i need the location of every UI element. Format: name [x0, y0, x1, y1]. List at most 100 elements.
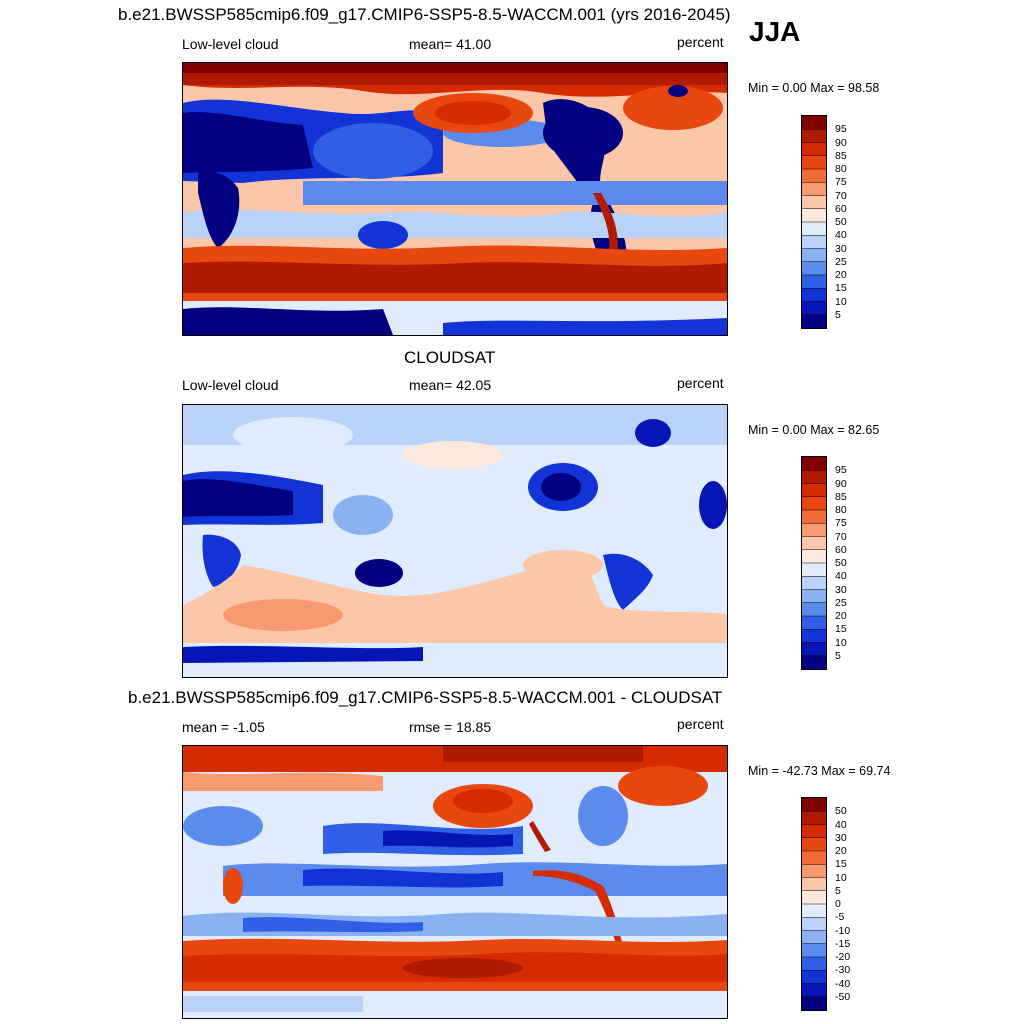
- panel1-minmax: Min = 0.00 Max = 98.58: [748, 81, 880, 95]
- colorbar-tick-label: 30: [835, 583, 847, 596]
- colorbar-tick-label: 15: [835, 858, 847, 871]
- colorbar-swatch: [802, 129, 826, 143]
- colorbar-swatch: [802, 904, 826, 918]
- colorbar-tick-label: 0: [835, 898, 841, 910]
- colorbar-swatch: [802, 930, 826, 945]
- colorbar-swatch: [802, 970, 826, 984]
- panel3-map: [182, 745, 728, 1019]
- panel2-units-label: percent: [677, 375, 724, 391]
- colorbar-tick-label: 5: [835, 308, 841, 321]
- colorbar-tick-label: 80: [835, 504, 847, 516]
- colorbar-tick-label: 95: [835, 464, 847, 477]
- panel3-units-label: percent: [677, 716, 724, 732]
- panel2-mean-label: mean= 42.05: [409, 377, 492, 393]
- colorbar-tick-label: 90: [835, 477, 847, 490]
- colorbar-tick-label: 60: [835, 202, 847, 215]
- colorbar-swatch: [802, 864, 826, 878]
- colorbar-tick-label: 60: [835, 543, 847, 556]
- panel1-title: b.e21.BWSSP585cmip6.f09_g17.CMIP6-SSP5-8…: [118, 5, 731, 24]
- colorbar-tick-label: 75: [835, 176, 847, 189]
- colorbar-swatch: [802, 314, 826, 328]
- panel1-variable-label: Low-level cloud: [182, 36, 279, 52]
- colorbar-swatch: [802, 917, 826, 931]
- panel1-mean-label: mean= 41.00: [409, 36, 492, 52]
- colorbar-swatch: [802, 301, 826, 316]
- colorbar-tick-label: 50: [835, 557, 847, 569]
- colorbar-tick-label: -5: [835, 911, 845, 924]
- colorbar-swatch: [802, 288, 826, 302]
- season-label: JJA: [749, 16, 801, 47]
- colorbar-swatch: [802, 837, 826, 852]
- colorbar-tick-label: 90: [835, 136, 847, 149]
- colorbar-swatch: [802, 523, 826, 537]
- colorbar-swatch: [802, 510, 826, 524]
- colorbar-tick-label: 40: [835, 229, 847, 242]
- colorbar-swatch: [802, 275, 826, 289]
- colorbar-swatch: [802, 563, 826, 577]
- panel2-colorbar-swatches: [801, 456, 827, 670]
- colorbar-swatch: [802, 811, 826, 825]
- colorbar-tick-label: 10: [835, 295, 847, 308]
- colorbar-swatch: [802, 890, 826, 905]
- colorbar-swatch: [802, 155, 826, 170]
- colorbar-swatch: [802, 877, 826, 892]
- colorbar-tick-label: 5: [835, 649, 841, 662]
- colorbar-tick-label: -10: [835, 924, 851, 937]
- colorbar-tick-label: -30: [835, 964, 851, 977]
- colorbar-tick-label: 85: [835, 490, 847, 503]
- colorbar-swatch: [802, 983, 826, 998]
- colorbar-swatch: [802, 589, 826, 604]
- colorbar-swatch: [802, 798, 826, 812]
- colorbar-tick-label: 25: [835, 596, 847, 609]
- colorbar-tick-label: 40: [835, 570, 847, 583]
- panel2-title: CLOUDSAT: [404, 348, 496, 367]
- colorbar-tick-label: 5: [835, 884, 841, 897]
- colorbar-tick-label: -50: [835, 990, 851, 1003]
- colorbar-swatch: [802, 116, 826, 130]
- colorbar-swatch: [802, 851, 826, 865]
- colorbar-tick-label: 40: [835, 818, 847, 831]
- colorbar-tick-label: 20: [835, 610, 847, 622]
- colorbar-swatch: [802, 602, 826, 617]
- panel3-rmse-label: rmse = 18.85: [409, 719, 492, 735]
- colorbar-tick-label: 20: [835, 269, 847, 281]
- colorbar-tick-label: -15: [835, 937, 851, 950]
- panel3-title: b.e21.BWSSP585cmip6.f09_g17.CMIP6-SSP5-8…: [128, 688, 723, 707]
- panel3-colorbar: 50 40 30 20 15 10 5 0 -5 -10 -15 -20 -30 -40 -50: [801, 797, 881, 1011]
- colorbar-tick-label: 85: [835, 149, 847, 162]
- colorbar-swatch: [802, 576, 826, 590]
- panel2-map: [182, 404, 728, 678]
- colorbar-swatch: [802, 483, 826, 498]
- colorbar-tick-label: 75: [835, 517, 847, 530]
- colorbar-swatch: [802, 616, 826, 630]
- panel2-colorbar: 95 90 85 80 75 70 60 50 40 30 25 20 15 10 5: [801, 456, 881, 670]
- colorbar-swatch: [802, 222, 826, 236]
- panel2-variable-label: Low-level cloud: [182, 377, 279, 393]
- colorbar-swatch: [802, 248, 826, 263]
- colorbar-swatch: [802, 957, 826, 971]
- colorbar-swatch: [802, 549, 826, 564]
- panel1-colorbar: 95 90 85 80 75 70 60 50 40 30 25 20 15 10 5: [801, 115, 881, 329]
- colorbar-swatch: [802, 208, 826, 223]
- colorbar-swatch: [802, 169, 826, 183]
- colorbar-tick-label: 10: [835, 636, 847, 649]
- colorbar-tick-label: 50: [835, 805, 847, 818]
- colorbar-swatch: [802, 261, 826, 276]
- colorbar-swatch: [802, 996, 826, 1010]
- colorbar-tick-label: -20: [835, 951, 851, 963]
- colorbar-swatch: [802, 536, 826, 551]
- panel1-map: [182, 62, 728, 336]
- colorbar-swatch: [802, 235, 826, 249]
- colorbar-swatch: [802, 457, 826, 471]
- panel1-units-label: percent: [677, 34, 724, 50]
- colorbar-tick-label: 30: [835, 242, 847, 255]
- colorbar-swatch: [802, 655, 826, 669]
- colorbar-tick-label: -40: [835, 977, 851, 990]
- colorbar-swatch: [802, 642, 826, 657]
- colorbar-swatch: [802, 182, 826, 196]
- panel3-colorbar-swatches: [801, 797, 827, 1011]
- panel1-colorbar-swatches: [801, 115, 827, 329]
- colorbar-swatch: [802, 470, 826, 484]
- colorbar-tick-label: 25: [835, 255, 847, 268]
- panel3-minmax: Min = -42.73 Max = 69.74: [748, 764, 891, 778]
